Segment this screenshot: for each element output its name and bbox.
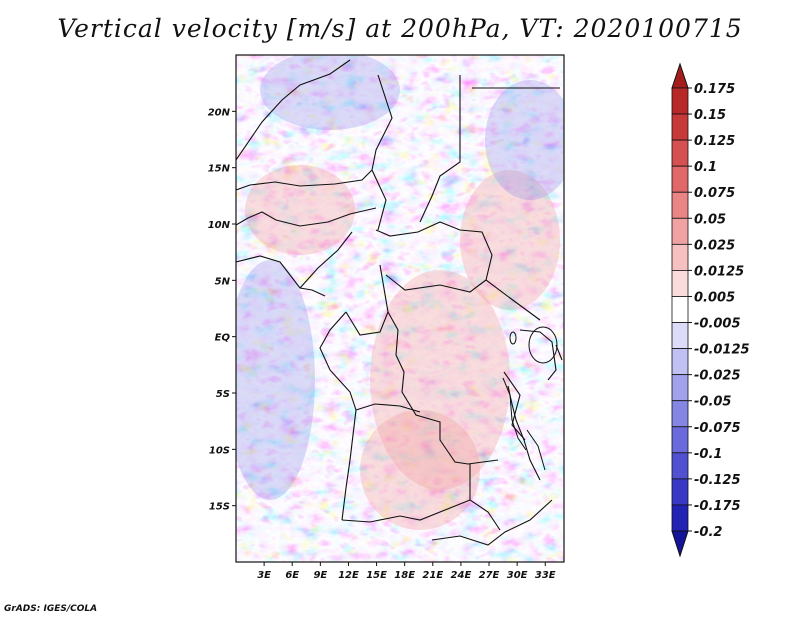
colorbar-bottom-arrow bbox=[671, 530, 689, 558]
map-frame bbox=[235, 54, 565, 563]
lakes bbox=[502, 326, 558, 471]
colorbar-box bbox=[671, 322, 689, 349]
colorbar-box bbox=[671, 348, 689, 376]
colorbar-label: -0.125 bbox=[694, 473, 741, 488]
lon-label: 18E bbox=[394, 570, 415, 581]
colorbar: 0.175 0.15 0.125 0.1 0.075 0.05 0.025 0.0125 0.0… bbox=[671, 62, 750, 558]
colorbar-box bbox=[671, 504, 689, 532]
lon-label: 24E bbox=[451, 570, 472, 581]
longitude-axis: 3E 6E 9E 12E 15E 18E 21E 24E 27E 30E 33E bbox=[257, 562, 556, 581]
lon-label: 30E bbox=[507, 570, 528, 581]
colorbar-label: -0.0125 bbox=[694, 343, 750, 358]
colorbar-label: -0.025 bbox=[694, 369, 741, 384]
colorbar-label: 0.005 bbox=[694, 290, 735, 305]
chart-title: Vertical velocity [m/s] at 200hPa, VT: 2… bbox=[57, 14, 743, 43]
lat-label: 15S bbox=[209, 502, 230, 513]
colorbar-box bbox=[671, 478, 689, 506]
colorbar-box bbox=[671, 165, 689, 193]
colorbar-box bbox=[671, 374, 689, 402]
velocity-field bbox=[236, 55, 564, 562]
latitude-axis: 20N 15N 10N 5N EQ 5S 10S 15S bbox=[208, 107, 236, 513]
lon-label: 27E bbox=[479, 570, 500, 581]
colorbar-box bbox=[671, 270, 689, 297]
colorbar-box bbox=[671, 217, 689, 245]
colorbar-box bbox=[671, 113, 689, 141]
colorbar-label: 0.175 bbox=[694, 82, 735, 97]
colorbar-box bbox=[671, 400, 689, 428]
colorbar-top-arrow bbox=[671, 62, 689, 89]
colorbar-label: 0.075 bbox=[694, 186, 735, 201]
lat-label: 10S bbox=[209, 445, 230, 456]
lon-label: 33E bbox=[535, 570, 556, 581]
colorbar-label: -0.175 bbox=[694, 499, 741, 514]
country-borders bbox=[236, 59, 563, 546]
colorbar-label: 0.05 bbox=[694, 212, 726, 227]
lon-label: 3E bbox=[257, 570, 271, 581]
lat-label: EQ bbox=[215, 333, 231, 344]
colorbar-label: 0.15 bbox=[694, 108, 726, 123]
colorbar-label: -0.1 bbox=[694, 447, 722, 462]
colorbar-label: -0.075 bbox=[694, 421, 741, 436]
colorbar-label: 0.025 bbox=[694, 238, 735, 253]
colorbar-box bbox=[671, 426, 689, 454]
colorbar-label: -0.2 bbox=[694, 525, 722, 540]
lat-label: 20N bbox=[208, 107, 231, 118]
grads-credit: GrADS: IGES/COLA bbox=[4, 604, 98, 614]
lon-label: 9E bbox=[313, 570, 327, 581]
colorbar-label: -0.005 bbox=[694, 317, 741, 332]
colorbar-box bbox=[671, 87, 689, 115]
lon-label: 15E bbox=[366, 570, 387, 581]
colorbar-label: 0.0125 bbox=[694, 264, 744, 279]
lon-label: 12E bbox=[338, 570, 359, 581]
colorbar-label: 0.1 bbox=[694, 160, 717, 175]
colorbar-label: -0.05 bbox=[694, 395, 731, 410]
lat-label: 10N bbox=[208, 220, 231, 231]
colorbar-box bbox=[671, 191, 689, 219]
lon-label: 21E bbox=[422, 570, 443, 581]
lat-label: 5N bbox=[215, 276, 231, 287]
colorbar-label: 0.125 bbox=[694, 134, 735, 149]
colorbar-box bbox=[671, 243, 689, 271]
colorbar-box bbox=[671, 139, 689, 167]
lon-label: 6E bbox=[285, 570, 299, 581]
colorbar-box bbox=[671, 452, 689, 480]
colorbar-box bbox=[671, 296, 689, 323]
lat-label: 5S bbox=[216, 389, 230, 400]
lat-label: 15N bbox=[208, 164, 231, 175]
